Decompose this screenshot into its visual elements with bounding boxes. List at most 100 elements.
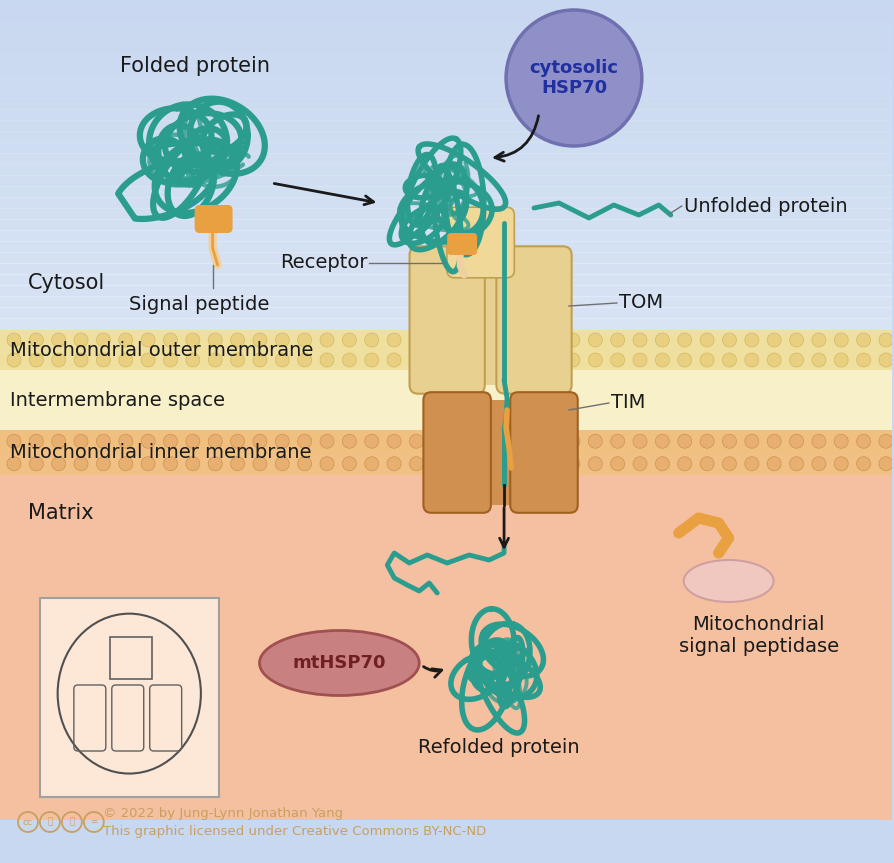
Circle shape (834, 353, 848, 367)
Circle shape (342, 333, 357, 347)
Bar (0, 753, 892, 777)
Circle shape (52, 434, 65, 448)
Bar (0, 186, 892, 198)
Circle shape (722, 333, 737, 347)
Circle shape (298, 457, 312, 470)
Bar (0, 153, 892, 165)
FancyBboxPatch shape (40, 598, 219, 797)
Circle shape (186, 434, 200, 448)
Text: =: = (90, 817, 97, 827)
Circle shape (834, 434, 848, 448)
Bar (0, 208, 892, 220)
Bar (0, 285, 892, 297)
Circle shape (544, 457, 558, 470)
FancyBboxPatch shape (424, 392, 491, 513)
Text: Mitochondrial
signal peptidase: Mitochondrial signal peptidase (679, 615, 839, 656)
Bar (0, 776, 892, 800)
Circle shape (611, 434, 625, 448)
Circle shape (633, 457, 647, 470)
Circle shape (655, 333, 670, 347)
Circle shape (499, 457, 513, 470)
Circle shape (477, 333, 491, 347)
Circle shape (856, 333, 871, 347)
FancyBboxPatch shape (409, 246, 485, 394)
Bar (0, 307, 892, 319)
Bar (0, 10, 892, 22)
Bar (0, 252, 892, 264)
Circle shape (52, 457, 65, 470)
Circle shape (611, 457, 625, 470)
Circle shape (74, 434, 88, 448)
Circle shape (387, 333, 401, 347)
Circle shape (342, 353, 357, 367)
Circle shape (767, 333, 781, 347)
Bar (0, 87, 892, 99)
Text: This graphic licensed under Creative Commons BY-NC-ND: This graphic licensed under Creative Com… (103, 824, 486, 837)
Bar (0, 131, 892, 143)
Circle shape (97, 457, 110, 470)
Circle shape (812, 353, 826, 367)
Circle shape (432, 353, 446, 367)
Circle shape (387, 353, 401, 367)
Text: ⓘ: ⓘ (47, 817, 53, 827)
Text: mtHSP70: mtHSP70 (292, 654, 386, 672)
Bar (0, 43, 892, 55)
Circle shape (141, 353, 156, 367)
Circle shape (789, 333, 804, 347)
Circle shape (253, 333, 267, 347)
Circle shape (30, 333, 43, 347)
Circle shape (767, 457, 781, 470)
Bar (0, 98, 892, 110)
Circle shape (7, 353, 21, 367)
Text: Matrix: Matrix (28, 503, 94, 523)
Circle shape (812, 333, 826, 347)
Circle shape (454, 434, 468, 448)
Text: Folded protein: Folded protein (120, 56, 270, 76)
Circle shape (499, 353, 513, 367)
Bar (0, 318, 892, 330)
Circle shape (7, 434, 21, 448)
Circle shape (544, 434, 558, 448)
Circle shape (789, 434, 804, 448)
Circle shape (52, 353, 65, 367)
Circle shape (700, 457, 714, 470)
Circle shape (834, 333, 848, 347)
Bar (0, 32, 892, 44)
FancyBboxPatch shape (195, 205, 232, 233)
Circle shape (722, 434, 737, 448)
Circle shape (74, 333, 88, 347)
Bar (0, 523, 892, 547)
Circle shape (298, 353, 312, 367)
Circle shape (186, 333, 200, 347)
Circle shape (678, 353, 692, 367)
Circle shape (231, 333, 245, 347)
Circle shape (97, 434, 110, 448)
Circle shape (767, 434, 781, 448)
Text: Refolded protein: Refolded protein (418, 738, 580, 757)
Circle shape (655, 457, 670, 470)
Circle shape (275, 333, 290, 347)
Circle shape (566, 457, 580, 470)
FancyBboxPatch shape (510, 392, 578, 513)
Circle shape (30, 434, 43, 448)
Bar (0, 477, 892, 501)
Circle shape (588, 434, 603, 448)
Circle shape (298, 434, 312, 448)
Text: Receptor: Receptor (280, 254, 367, 273)
Circle shape (432, 434, 446, 448)
Bar (0, 370, 892, 430)
Circle shape (320, 457, 334, 470)
Circle shape (678, 457, 692, 470)
Circle shape (700, 333, 714, 347)
Circle shape (432, 457, 446, 470)
Circle shape (320, 353, 334, 367)
Circle shape (544, 333, 558, 347)
Circle shape (119, 353, 132, 367)
Text: Mitochondrial inner membrane: Mitochondrial inner membrane (10, 444, 311, 463)
Circle shape (678, 434, 692, 448)
Bar (0, 296, 892, 308)
Circle shape (208, 353, 223, 367)
Text: Mitochondrial outer membrane: Mitochondrial outer membrane (10, 341, 314, 360)
Circle shape (387, 434, 401, 448)
Circle shape (566, 333, 580, 347)
